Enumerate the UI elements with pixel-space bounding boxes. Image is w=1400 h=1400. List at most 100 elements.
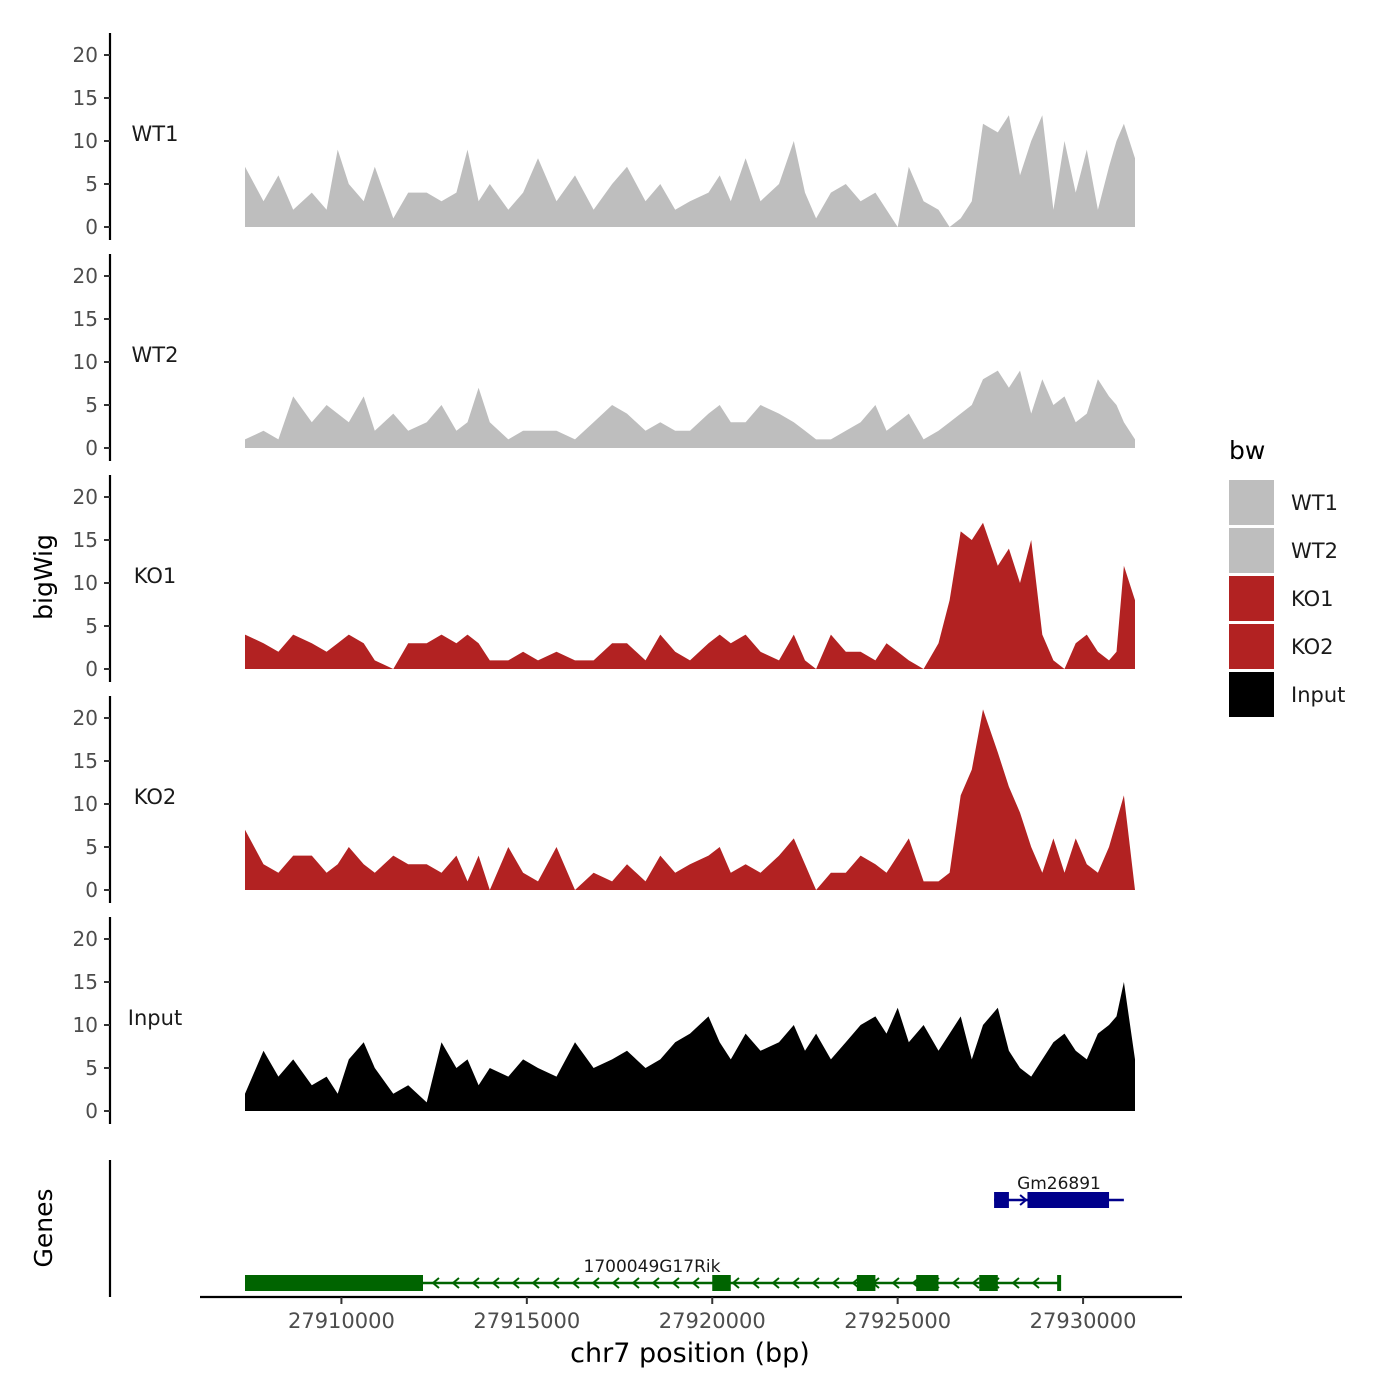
legend-item-ko1: KO1: [1229, 576, 1334, 621]
strand-arrow: [751, 1277, 760, 1289]
strand-arrow: [1019, 1194, 1028, 1206]
strand-arrow: [891, 1277, 900, 1289]
x-axis-label: chr7 position (bp): [570, 1338, 810, 1369]
signal-area-ko2: [245, 709, 1135, 890]
track-panels: 0 5 10 15 20 WT1 0 5 10 15 20 WT2 0 5 10 15 20 KO1 0 5 10 15 2…: [73, 33, 1135, 1124]
strand-arrow: [611, 1277, 620, 1289]
y-tick-label: 15: [73, 307, 98, 331]
strand-arrow: [591, 1277, 600, 1289]
strand-arrow: [791, 1277, 800, 1289]
y-tick-label: 20: [73, 43, 98, 67]
y-tick-label: 5: [85, 614, 98, 638]
exon-block: [245, 1275, 423, 1291]
y-tick-label: 5: [85, 835, 98, 859]
exon-block: [712, 1275, 731, 1291]
strand-arrow: [491, 1277, 500, 1289]
track-panel-ko1: 0 5 10 15 20 KO1: [73, 475, 1135, 682]
legend-swatch: [1229, 672, 1274, 717]
strand-arrow: [451, 1277, 460, 1289]
y-tick-label: 10: [73, 129, 98, 153]
legend-item-wt1: WT1: [1229, 480, 1338, 525]
gene-label: Gm26891: [1017, 1174, 1101, 1194]
series-label-input: Input: [128, 1006, 182, 1030]
strand-arrow: [1031, 1277, 1040, 1289]
y-tick-label: 0: [85, 1099, 98, 1123]
track-panel-input: 0 5 10 15 20 Input: [73, 917, 1135, 1124]
y-tick-label: 10: [73, 1013, 98, 1037]
strand-arrow: [631, 1277, 640, 1289]
y-tick-label: 20: [73, 927, 98, 951]
y-tick-label: 5: [85, 172, 98, 196]
strand-arrow: [671, 1277, 680, 1289]
track-panel-wt1: 0 5 10 15 20 WT1: [73, 33, 1135, 240]
legend-swatch: [1229, 576, 1274, 621]
y-tick-label: 5: [85, 1056, 98, 1080]
exon-block: [979, 1275, 998, 1291]
strand-arrow: [811, 1277, 820, 1289]
legend-item-wt2: WT2: [1229, 528, 1338, 573]
y-tick-label: 20: [73, 485, 98, 509]
signal-area-ko1: [245, 522, 1135, 669]
y-tick-label: 15: [73, 528, 98, 552]
legend-label: Input: [1291, 683, 1345, 707]
exon-block: [856, 1275, 876, 1291]
y-tick-label: 10: [73, 571, 98, 595]
y-tick-label: 15: [73, 970, 98, 994]
strand-arrow: [771, 1277, 780, 1289]
legend-swatch: [1229, 480, 1274, 525]
strand-arrow: [1011, 1277, 1020, 1289]
strand-arrow: [731, 1277, 740, 1289]
gene-gm26891: Gm26891: [994, 1174, 1124, 1208]
signal-area-wt1: [245, 115, 1135, 227]
x-axis: 27910000 27915000 27920000 27925000 27930000: [200, 1295, 1182, 1333]
strand-arrow: [831, 1277, 840, 1289]
series-label-wt1: WT1: [132, 122, 179, 146]
strand-arrow: [531, 1277, 540, 1289]
y-tick-label: 15: [73, 749, 98, 773]
x-tick-label: 27920000: [659, 1309, 766, 1333]
track-panel-wt2: 0 5 10 15 20 WT2: [73, 254, 1135, 461]
x-tick-label: 27930000: [1030, 1309, 1137, 1333]
legend-label: KO1: [1291, 587, 1334, 611]
exon-block: [994, 1192, 1009, 1208]
y-tick-label: 0: [85, 657, 98, 681]
y-tick-label: 0: [85, 215, 98, 239]
y-tick-label: 0: [85, 878, 98, 902]
strand-arrow: [691, 1277, 700, 1289]
legend-swatch: [1229, 624, 1274, 669]
exon-block: [1057, 1275, 1062, 1291]
series-label-wt2: WT2: [132, 343, 179, 367]
y-tick-label: 5: [85, 393, 98, 417]
exon-block: [916, 1275, 939, 1291]
legend-label: WT2: [1291, 539, 1338, 563]
exon-block: [1027, 1192, 1110, 1208]
y-axis-label: bigWig: [29, 534, 58, 620]
legend: bw WT1 WT2 KO1 KO2 Input: [1229, 436, 1345, 717]
y-tick-label: 10: [73, 792, 98, 816]
signal-area-wt2: [245, 370, 1135, 448]
series-label-ko2: KO2: [134, 785, 177, 809]
strand-arrow: [971, 1277, 980, 1289]
legend-item-ko2: KO2: [1229, 624, 1334, 669]
strand-arrow: [951, 1277, 960, 1289]
gene-1700049g17rik: 1700049G17Rik: [245, 1257, 1062, 1291]
legend-title: bw: [1229, 436, 1265, 465]
y-tick-label: 20: [73, 264, 98, 288]
strand-arrow: [651, 1277, 660, 1289]
y-tick-label: 20: [73, 706, 98, 730]
genes-track-label: Genes: [29, 1188, 58, 1267]
legend-label: KO2: [1291, 635, 1334, 659]
series-label-ko1: KO1: [134, 564, 177, 588]
x-tick-label: 27915000: [473, 1309, 580, 1333]
strand-arrow: [511, 1277, 520, 1289]
strand-arrow: [551, 1277, 560, 1289]
x-tick-label: 27925000: [844, 1309, 951, 1333]
signal-area-input: [245, 982, 1135, 1111]
strand-arrow: [571, 1277, 580, 1289]
y-tick-label: 10: [73, 350, 98, 374]
y-tick-label: 0: [85, 436, 98, 460]
legend-swatch: [1229, 528, 1274, 573]
y-tick-label: 15: [73, 86, 98, 110]
legend-label: WT1: [1291, 491, 1338, 515]
